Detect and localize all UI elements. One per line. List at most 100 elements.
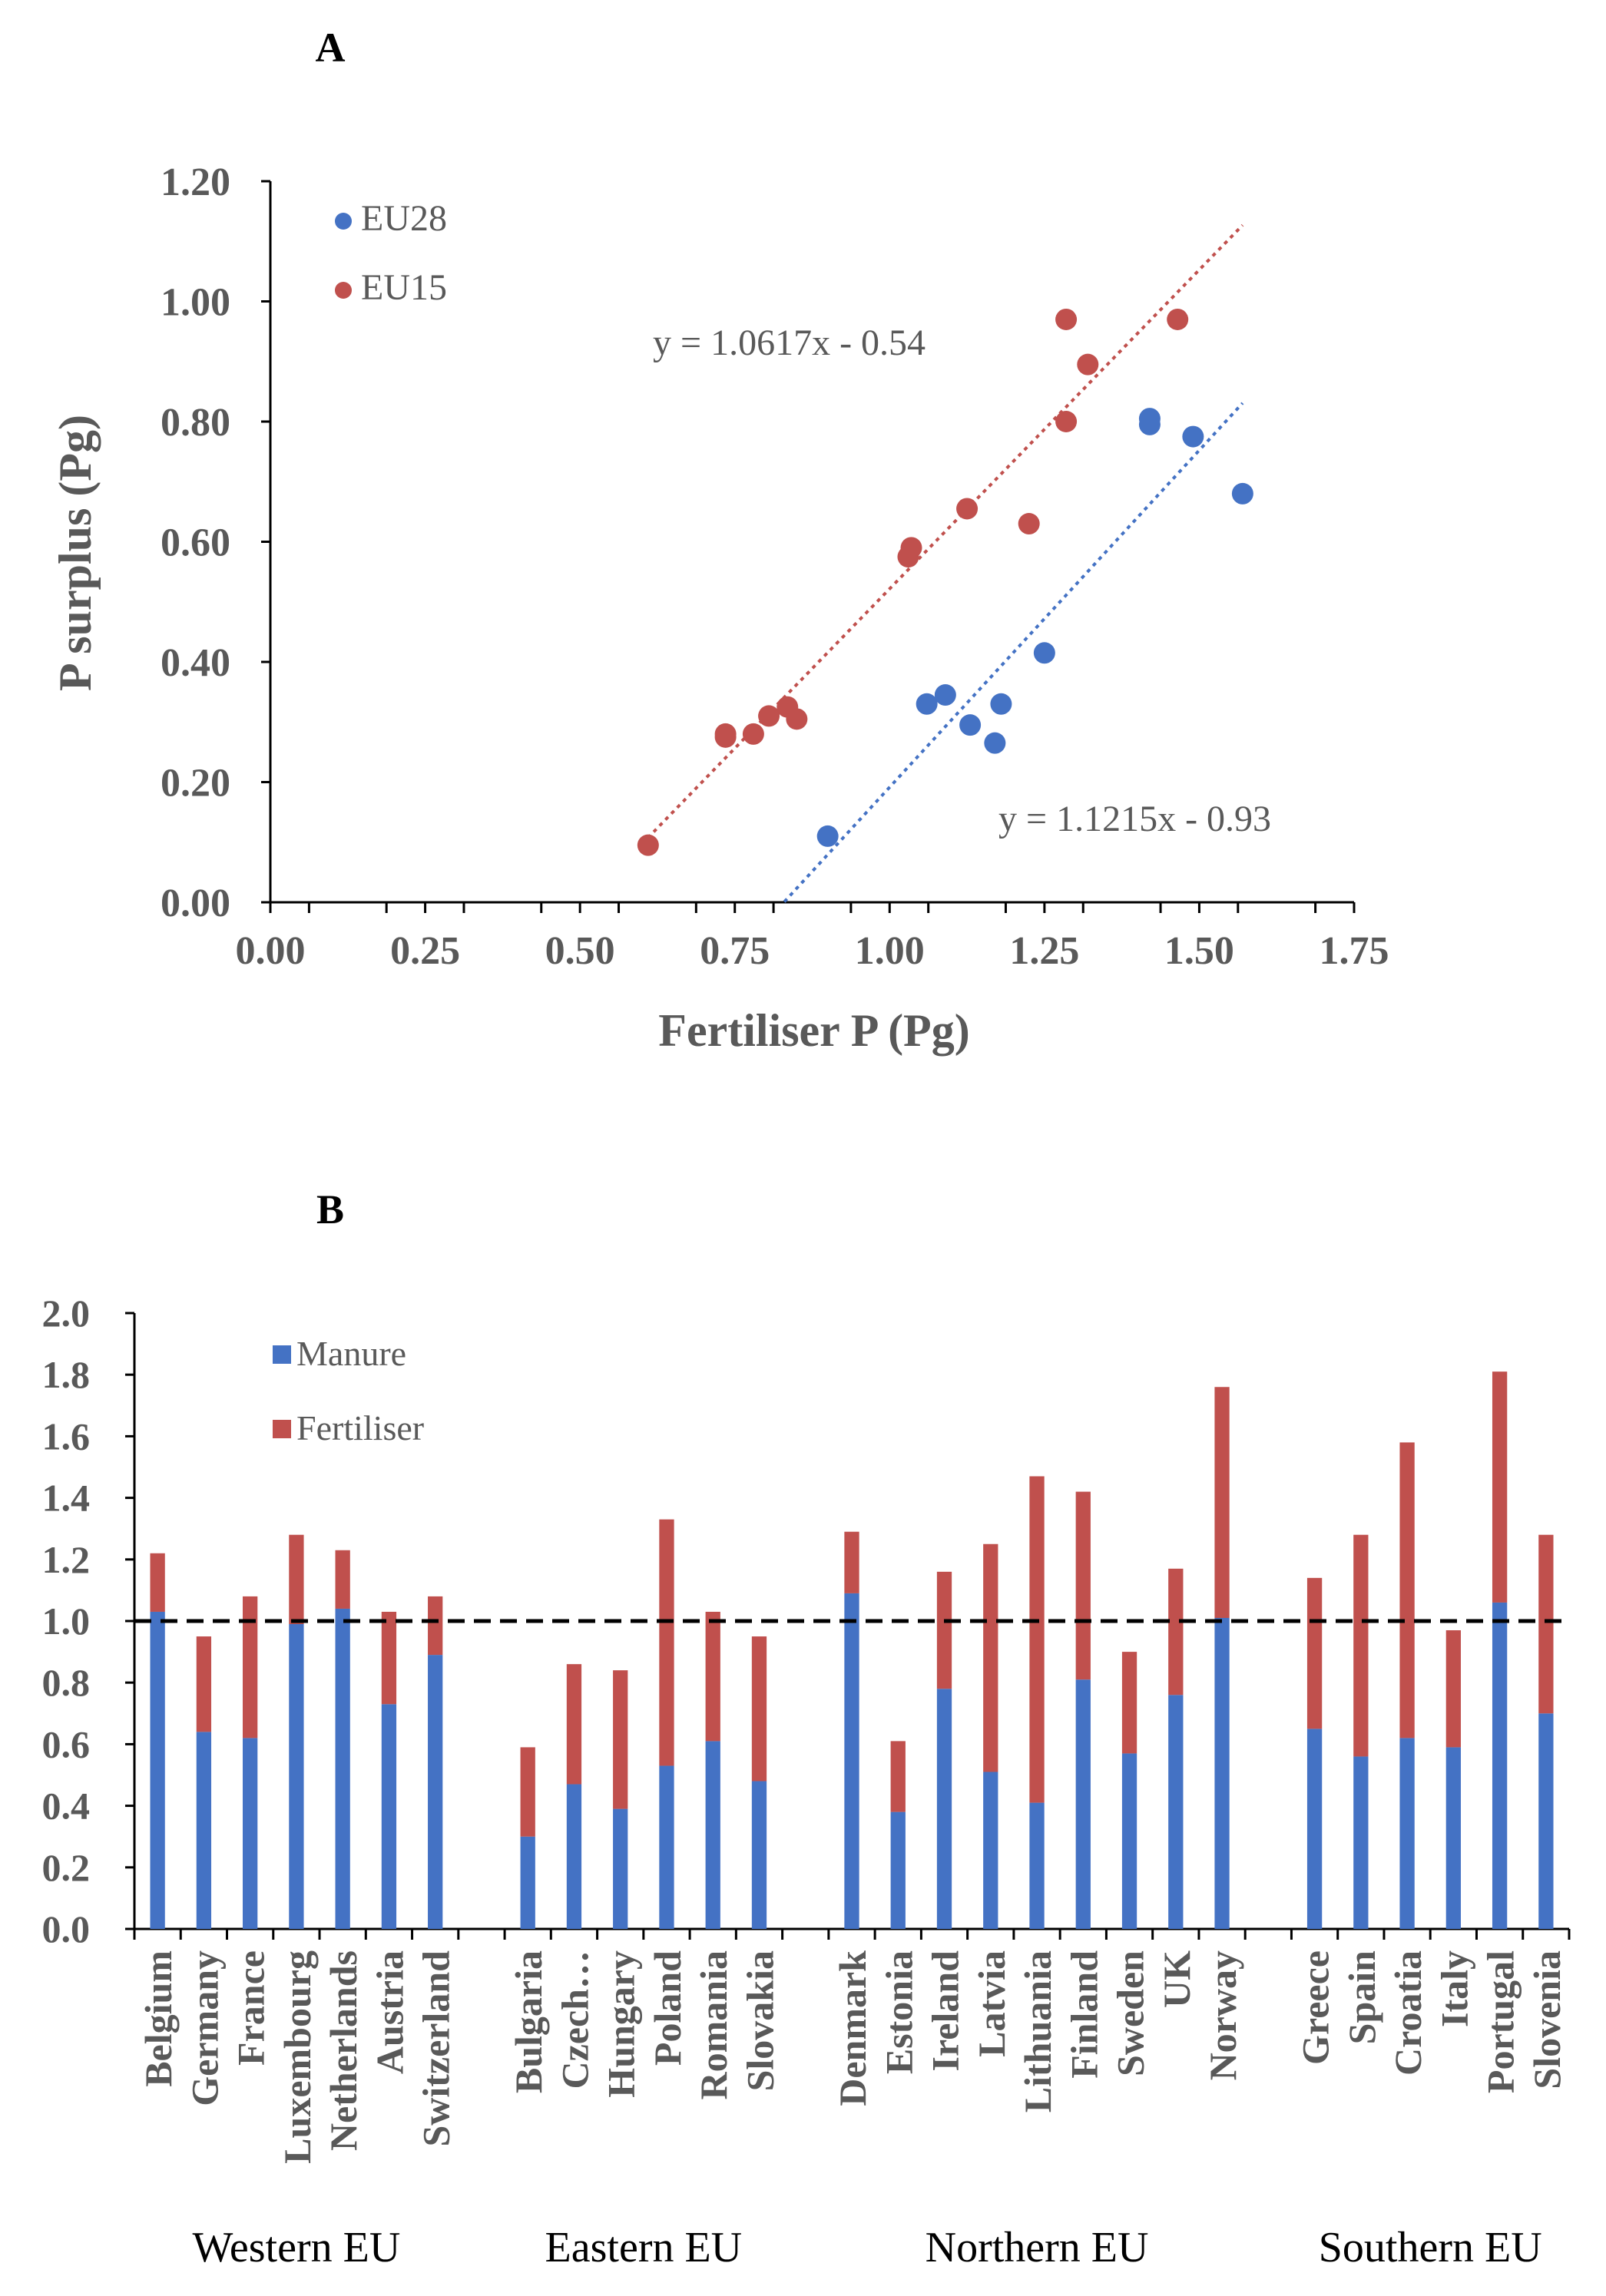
bar-manure-estonia	[890, 1811, 906, 1929]
legend-marker-eu28	[335, 213, 352, 230]
category-label: Spain	[1340, 1950, 1383, 2045]
bar-fertiliser-poland	[659, 1519, 674, 1766]
bar-manure-slovenia	[1538, 1713, 1554, 1929]
panel-a-label: A	[316, 25, 346, 71]
point-eu15	[1055, 411, 1078, 432]
bar-manure-norway	[1214, 1617, 1230, 1929]
bars	[150, 1371, 1554, 1929]
point-eu15	[714, 723, 737, 745]
bar-fertiliser-italy	[1445, 1630, 1461, 1748]
point-eu28	[959, 714, 982, 736]
bar-manure-latvia	[983, 1772, 998, 1929]
stacked-bar-chart: 0.0 0.2 0.4 0.6 0.8 1.0 1.2 1.4 1.6 1.8 2.0 Belgiu…	[42, 1292, 1571, 2271]
bar-manure-romania	[705, 1741, 720, 1929]
category-label: Netherlands	[322, 1950, 365, 2151]
bar-manure-belgium	[150, 1611, 165, 1929]
y-tick-label: 1.4	[42, 1477, 91, 1520]
bar-manure-netherlands	[335, 1608, 350, 1929]
bar-fertiliser-norway	[1214, 1387, 1230, 1618]
point-eu28	[916, 693, 938, 715]
scatter-trendlines	[641, 223, 1244, 903]
legend-label-manure: Manure	[296, 1334, 406, 1373]
trendline-eu15	[641, 223, 1244, 845]
bar-fertiliser-hungary	[613, 1670, 628, 1809]
category-label: Latvia	[970, 1950, 1013, 2057]
y-tick-label: 0.0	[42, 1907, 91, 1950]
point-eu15	[1077, 353, 1099, 375]
point-eu28	[1231, 482, 1253, 505]
bar-fertiliser-netherlands	[335, 1550, 350, 1609]
bar-manure-italy	[1445, 1747, 1461, 1929]
bar-fertiliser-sweden	[1121, 1652, 1137, 1754]
bar-manure-croatia	[1399, 1738, 1415, 1929]
category-label: Norway	[1201, 1950, 1244, 2080]
bar-fertiliser-portugal	[1492, 1371, 1508, 1603]
category-label: Luxembourg	[276, 1950, 319, 2164]
bar-fertiliser-denmark	[844, 1531, 859, 1593]
group-labels: Western EU Eastern EU Northern EU Southern …	[193, 2224, 1542, 2271]
category-label: Bulgaria	[507, 1950, 550, 2093]
bar-manure-france	[243, 1738, 258, 1929]
y-axis-title: P surplus (Pg)	[50, 415, 101, 691]
trendline-label-eu28: y = 1.1215x - 0.93	[998, 799, 1271, 839]
category-label: Switzerland	[415, 1950, 458, 2147]
bar-fertiliser-romania	[705, 1611, 720, 1742]
category-labels: Belgium Germany France Luxembourg Netherland…	[137, 1950, 1568, 2164]
bar-fertiliser-greece	[1306, 1577, 1323, 1729]
x-tick-label: 0.75	[700, 929, 770, 973]
y-tick-label: 0.60	[161, 521, 230, 565]
bar-fertiliser-lithuania	[1029, 1476, 1045, 1803]
point-eu28	[984, 732, 1006, 754]
bar-manure-switzerland	[428, 1655, 443, 1929]
category-label: Italy	[1432, 1950, 1475, 2027]
point-eu15	[1167, 308, 1189, 330]
bar-fertiliser-ireland	[936, 1571, 952, 1689]
bar-manure-czech	[566, 1784, 582, 1929]
bar-legend: Manure Fertiliser	[273, 1334, 424, 1447]
x-tick-label: 1.00	[855, 929, 925, 973]
bar-manure-slovakia	[751, 1781, 767, 1929]
bar-manure-portugal	[1492, 1602, 1508, 1929]
category-label: Finland	[1062, 1950, 1105, 2079]
x-axis-title: Fertiliser P (Pg)	[658, 1005, 969, 1056]
trendline-label-eu15: y = 1.0617x - 0.54	[653, 323, 926, 363]
point-eu15	[956, 498, 979, 520]
category-label: Germany	[183, 1950, 226, 2106]
bar-fertiliser-estonia	[890, 1741, 906, 1812]
category-label: Lithuania	[1016, 1950, 1059, 2112]
bar-manure-sweden	[1121, 1753, 1137, 1929]
x-tick-label: 0.00	[236, 929, 306, 973]
point-eu15	[1055, 308, 1078, 330]
legend-marker-eu15	[335, 282, 352, 299]
bar-fertiliser-finland	[1075, 1491, 1091, 1680]
category-label: Hungary	[600, 1950, 643, 2098]
group-label: Southern EU	[1319, 2224, 1542, 2271]
group-label: Northern EU	[926, 2224, 1149, 2271]
scatter-chart: 0.00 0.20 0.40 0.60 0.80 1.00 1.20 0.00 0.25 0.50…	[50, 160, 1389, 1056]
y-tick-label: 0.8	[42, 1661, 91, 1704]
y-tick-label: 0.2	[42, 1846, 91, 1889]
legend-swatch-manure	[273, 1345, 291, 1364]
category-label: Estonia	[877, 1950, 920, 2074]
category-label: Ireland	[924, 1950, 967, 2072]
bar-manure-finland	[1075, 1679, 1091, 1929]
y-tick-label: 1.6	[42, 1414, 91, 1457]
legend-swatch-fertiliser	[273, 1420, 291, 1438]
category-label: Croatia	[1386, 1950, 1429, 2076]
bar-manure-spain	[1353, 1756, 1369, 1929]
group-label: Eastern EU	[545, 2224, 743, 2271]
category-label: Czech…	[553, 1950, 596, 2089]
category-label: Austria	[368, 1950, 411, 2074]
bar-fertiliser-germany	[196, 1636, 212, 1732]
point-eu28	[990, 693, 1012, 715]
y-tick-label: 0.20	[161, 762, 230, 806]
y-tick-label: 0.40	[161, 641, 230, 685]
y-tick-label: 0.80	[161, 401, 230, 445]
bar-fertiliser-spain	[1353, 1534, 1369, 1757]
legend-label-fertiliser: Fertiliser	[296, 1408, 424, 1447]
bar-manure-luxembourg	[289, 1624, 304, 1929]
legend-label-eu28: EU28	[361, 198, 447, 239]
bar-fertiliser-latvia	[983, 1543, 998, 1772]
bar-fertiliser-uk	[1168, 1568, 1184, 1696]
bar-fertiliser-slovakia	[751, 1636, 767, 1782]
